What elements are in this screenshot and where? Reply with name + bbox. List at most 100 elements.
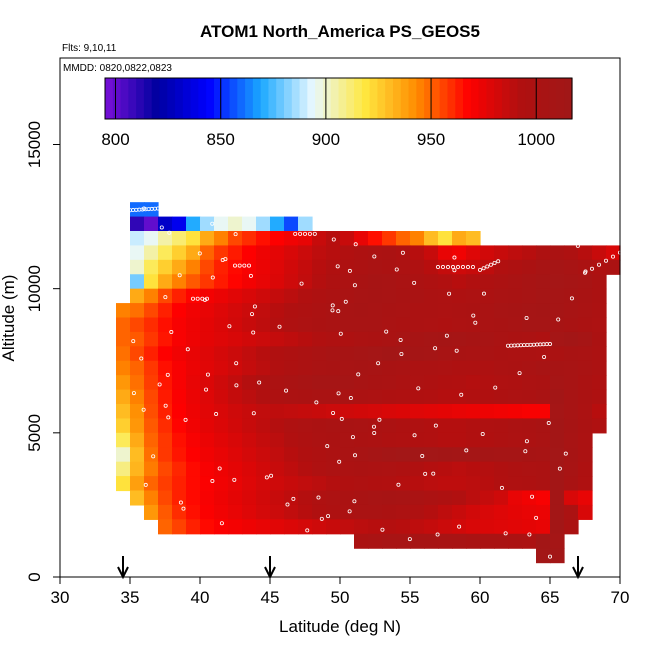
heatmap-cell	[228, 274, 243, 290]
heatmap-cell	[298, 404, 313, 420]
heatmap-cell	[382, 461, 397, 477]
heatmap-cell	[424, 375, 439, 391]
heatmap-cell	[354, 447, 369, 463]
heatmap-cell	[564, 245, 579, 261]
heatmap-cell	[368, 346, 383, 362]
flight-track-point	[264, 475, 269, 480]
heatmap-cell	[130, 375, 145, 391]
colorbar-swatch	[299, 78, 308, 119]
heatmap-cell	[508, 461, 523, 477]
heatmap-cell	[508, 259, 523, 275]
heatmap-cell	[284, 490, 299, 506]
heatmap-cell	[410, 375, 425, 391]
colorbar-swatch	[167, 78, 176, 119]
heatmap-cell	[200, 259, 215, 275]
flight-track-point	[481, 291, 486, 296]
heatmap-cell	[368, 504, 383, 520]
colorbar-swatch	[190, 78, 199, 119]
heatmap-cell	[172, 360, 187, 376]
heatmap-cell	[158, 447, 173, 463]
heatmap-cell	[284, 331, 299, 347]
flight-track-point	[556, 317, 561, 322]
heatmap-cell	[200, 346, 215, 362]
heatmap-cell	[508, 432, 523, 448]
heatmap-cell	[256, 418, 271, 434]
x-tick-label: 45	[261, 588, 280, 607]
heatmap-cell	[312, 346, 327, 362]
heatmap-cell	[466, 519, 481, 535]
heatmap-cell	[452, 245, 467, 261]
heatmap-cell	[340, 504, 355, 520]
heatmap-cell	[242, 231, 257, 247]
colorbar-swatch	[369, 78, 379, 119]
heatmap-cell	[522, 389, 537, 405]
heatmap-cell	[522, 432, 537, 448]
flight-track-point	[330, 303, 335, 308]
colorbar-swatch	[346, 78, 355, 119]
heatmap-cell	[116, 404, 131, 420]
heatmap-cell	[466, 389, 481, 405]
heatmap-cell	[452, 375, 467, 391]
heatmap-cell	[452, 404, 467, 420]
heatmap-cell	[452, 519, 467, 535]
heatmap-cell	[410, 274, 425, 290]
heatmap-cells	[116, 202, 621, 564]
heatmap-cell	[326, 490, 341, 506]
heatmap-cell	[354, 245, 369, 261]
colorbar-swatch	[221, 78, 231, 119]
heatmap-cell	[172, 461, 187, 477]
heatmap-cell	[564, 375, 579, 391]
heatmap-cell	[396, 331, 411, 347]
heatmap-cell	[158, 216, 173, 232]
heatmap-cell	[340, 346, 355, 362]
heatmap-cell	[410, 404, 425, 420]
heatmap-cell	[424, 519, 439, 535]
colorbar-swatch	[322, 78, 332, 119]
heatmap-cell	[564, 461, 579, 477]
colorbar-tick-label: 900	[312, 130, 340, 149]
heatmap-cell	[200, 490, 215, 506]
heatmap-cell	[480, 533, 495, 549]
heatmap-cell	[564, 519, 579, 535]
heatmap-cell	[186, 375, 201, 391]
heatmap-cell	[466, 288, 481, 304]
heatmap-cell	[144, 447, 159, 463]
flight-track-point	[452, 255, 457, 260]
heatmap-cell	[270, 389, 285, 405]
heatmap-cell	[214, 231, 229, 247]
heatmap-cell	[466, 317, 481, 333]
flight-track-point	[195, 296, 200, 301]
colorbar-swatch	[533, 78, 542, 119]
heatmap-cell	[354, 346, 369, 362]
heatmap-cell	[116, 346, 131, 362]
heatmap-cell	[172, 375, 187, 391]
heatmap-cell	[130, 231, 145, 247]
heatmap-cell	[340, 375, 355, 391]
flight-track-point	[530, 494, 535, 499]
flight-track-point	[396, 482, 401, 487]
heatmap-cell	[480, 360, 495, 376]
heatmap-cell	[298, 303, 313, 319]
flight-track-point	[477, 267, 482, 272]
heatmap-cell	[186, 231, 201, 247]
flight-track-point	[246, 263, 251, 268]
heatmap-cell	[452, 389, 467, 405]
heatmap-cell	[172, 346, 187, 362]
flight-track-point	[423, 471, 428, 476]
heatmap-cell	[494, 274, 509, 290]
heatmap-cell	[382, 490, 397, 506]
heatmap-cell	[172, 389, 187, 405]
heatmap-cell	[214, 476, 229, 492]
heatmap-cell	[312, 418, 327, 434]
heatmap-cell	[592, 404, 607, 420]
heatmap-cell	[522, 447, 537, 463]
colorbar-swatch	[198, 78, 207, 119]
flight-track-point	[473, 320, 478, 325]
flight-track-point	[312, 231, 317, 236]
heatmap-cell	[522, 533, 537, 549]
heatmap-cell	[130, 404, 145, 420]
heatmap-cell	[228, 461, 243, 477]
heatmap-cell	[396, 259, 411, 275]
heatmap-cell	[494, 375, 509, 391]
heatmap-cell	[382, 231, 397, 247]
